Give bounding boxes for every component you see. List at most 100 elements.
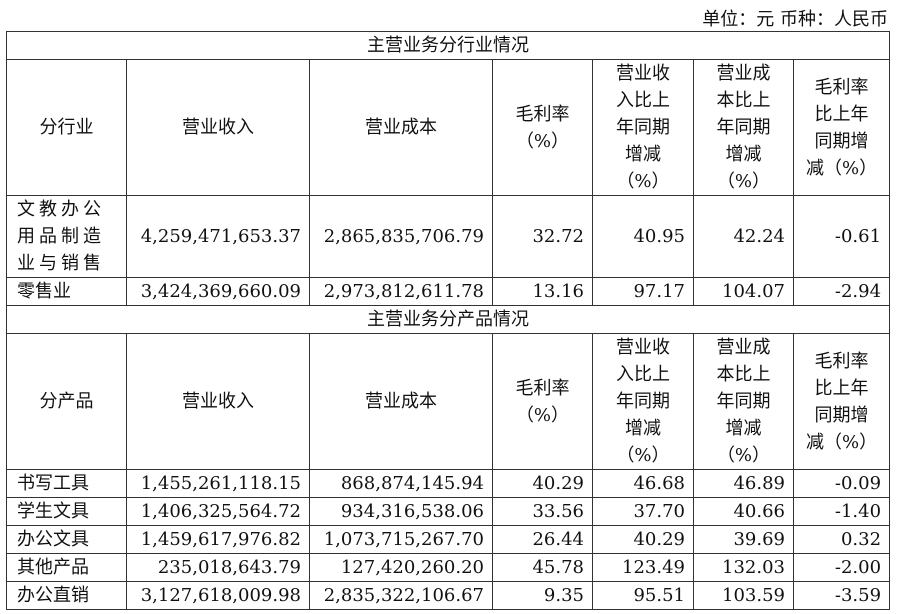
- cell-value: 9.35: [492, 581, 593, 610]
- header-row: 分产品 营业收入 营业成本 毛利率 （%） 营业收 入比上 年同期 增减 （%） 营业成 本比上 年同期…: [6, 333, 891, 470]
- column-header: 营业成本: [309, 333, 493, 470]
- cell-value: 40.66: [693, 497, 794, 526]
- cell-value: 1,073,715,267.70: [309, 525, 493, 554]
- column-header: 营业收入: [126, 333, 310, 470]
- column-header-line: （%）: [515, 404, 570, 426]
- unit-note: 单位：元 币种：人民币: [702, 9, 888, 30]
- column-header-line: （%）: [716, 171, 771, 192]
- cell-value: 42.24: [693, 195, 794, 278]
- column-header: 毛利率 比上年 同期增 减（%）: [792, 333, 891, 470]
- column-header-line: 营业成本: [365, 117, 437, 138]
- header-row: 分行业 营业收入 营业成本 毛利率 （%） 营业收入比上年同期增减 （%） 营业成本比上年同期…: [6, 59, 891, 196]
- column-header-line: 年同期: [716, 391, 771, 412]
- row-label: 其他产品: [6, 553, 127, 582]
- cell-value: 2,973,812,611.78: [309, 277, 493, 306]
- cell-value: 104.07: [693, 277, 794, 306]
- column-header-line: 年同期: [616, 117, 670, 138]
- column-header: 分行业: [6, 59, 127, 196]
- cell-value: 4,259,471,653.37: [126, 195, 310, 278]
- cell-value: 1,459,617,976.82: [126, 525, 310, 554]
- column-header-line: 增减: [625, 418, 661, 439]
- cell-value: 2,865,835,706.79: [309, 195, 493, 278]
- table-row: 学生文具 1,406,325,564.72 934,316,538.06 33.56 3…: [6, 497, 891, 526]
- cell-value: 13.16: [492, 277, 593, 306]
- column-header-line: 营业成: [716, 337, 771, 358]
- column-header: 营业收入比上年同期增减 （%）: [592, 59, 694, 196]
- cell-value: 95.51: [592, 581, 694, 610]
- cell-value: 1,406,325,564.72: [126, 497, 310, 526]
- cell-value: -2.94: [792, 277, 891, 306]
- row-label: 学生文具: [6, 497, 127, 526]
- cell-value: 0.32: [792, 525, 891, 554]
- column-header-line: 减（%）: [805, 431, 878, 453]
- column-header-line: 本比上: [716, 90, 771, 111]
- column-header-line: 增减: [725, 418, 762, 439]
- column-header-line: 分行业: [39, 117, 94, 138]
- column-header-line: 本比上: [716, 364, 771, 385]
- table-row: 其他产品 235,018,643.79 127,420,260.20 45.78 123…: [6, 553, 891, 582]
- column-header: 毛利率 （%）: [492, 59, 593, 196]
- section-title-row: 主营业务分行业情况: [5, 31, 891, 60]
- column-header: 营业成本: [309, 59, 493, 196]
- column-header-line: 营业成本: [365, 391, 437, 412]
- cell-value: 26.44: [492, 525, 593, 554]
- column-header: 毛利率 比上年 同期增 减（%）: [792, 59, 891, 196]
- column-header-line: 营业收入: [182, 117, 254, 138]
- cell-value: 934,316,538.06: [309, 497, 493, 526]
- column-header-line: 毛利率: [814, 350, 869, 372]
- column-header-line: 年同期: [616, 391, 670, 412]
- table-row: 办公文具 1,459,617,976.82 1,073,715,267.70 26.4…: [6, 525, 891, 554]
- row-label: 书写工具: [6, 469, 127, 498]
- cell-value: 103.59: [693, 581, 794, 610]
- column-header-line: （%）: [616, 171, 670, 192]
- column-header-line: 分产品: [39, 391, 94, 412]
- row-label: 办公直销: [6, 581, 127, 610]
- column-header-line: 营业成: [716, 63, 771, 84]
- cell-value: 123.49: [592, 553, 694, 582]
- column-header: 毛利率 （%）: [492, 333, 593, 470]
- cell-value: 46.89: [693, 469, 794, 498]
- column-header-line: （%）: [616, 445, 670, 466]
- cell-value: 39.69: [693, 525, 794, 554]
- cell-value: -0.61: [792, 195, 891, 278]
- cell-value: 45.78: [492, 553, 593, 582]
- column-header-line: 年同期: [716, 117, 771, 138]
- cell-value: 97.17: [592, 277, 694, 306]
- main-business-table: 主营业务分行业情况 分行业 营业收入 营业成本 毛利率 （%） 营业收 入比上 年同期 增减 （%）…: [5, 31, 891, 610]
- cell-value: 2,835,322,106.67: [309, 581, 493, 610]
- column-header-line: 营业收: [616, 337, 670, 358]
- row-label: 文教办公用品制造业与销售: [6, 195, 127, 278]
- column-header-line: 营业收: [616, 63, 670, 84]
- column-header-line: 减（%）: [805, 157, 878, 179]
- cell-value: 46.68: [592, 469, 694, 498]
- cell-value: 868,874,145.94: [309, 469, 493, 498]
- column-header-line: 增减: [625, 144, 661, 165]
- section-title: 主营业务分行业情况: [5, 31, 891, 60]
- cell-value: 235,018,643.79: [126, 553, 310, 582]
- column-header-line: 毛利率: [515, 103, 570, 125]
- column-header-line: 营业收入: [182, 391, 254, 412]
- column-header-line: 毛利率: [814, 76, 869, 98]
- table-row: 文教办公用品制造业与销售 4,259,471,653.37 2,865,835,70…: [6, 195, 891, 278]
- section-title-row: 主营业务分产品情况: [5, 305, 891, 334]
- column-header: 营业收入: [126, 59, 310, 196]
- cell-value: 1,455,261,118.15: [126, 469, 310, 498]
- column-header-line: 比上年: [814, 103, 869, 125]
- column-header-line: 入比上: [616, 90, 670, 111]
- cell-value: 33.56: [492, 497, 593, 526]
- row-label: 办公文具: [6, 525, 127, 554]
- column-header-line: （%）: [515, 130, 570, 152]
- row-label: 零售业: [6, 277, 127, 306]
- column-header-line: 同期增: [814, 404, 869, 426]
- table-row: 书写工具 1,455,261,118.15 868,874,145.94 40.29 4…: [6, 469, 891, 498]
- cell-value: 32.72: [492, 195, 593, 278]
- column-header-line: （%）: [716, 445, 771, 466]
- cell-value: -1.40: [792, 497, 891, 526]
- cell-value: 132.03: [693, 553, 794, 582]
- cell-value: -3.59: [792, 581, 891, 610]
- column-header: 营业成 本比上 年同期 增减 （%）: [693, 59, 794, 196]
- column-header: 分产品: [6, 333, 127, 470]
- cell-value: 3,127,618,009.98: [126, 581, 310, 610]
- cell-value: 40.95: [592, 195, 694, 278]
- cell-value: -0.09: [792, 469, 891, 498]
